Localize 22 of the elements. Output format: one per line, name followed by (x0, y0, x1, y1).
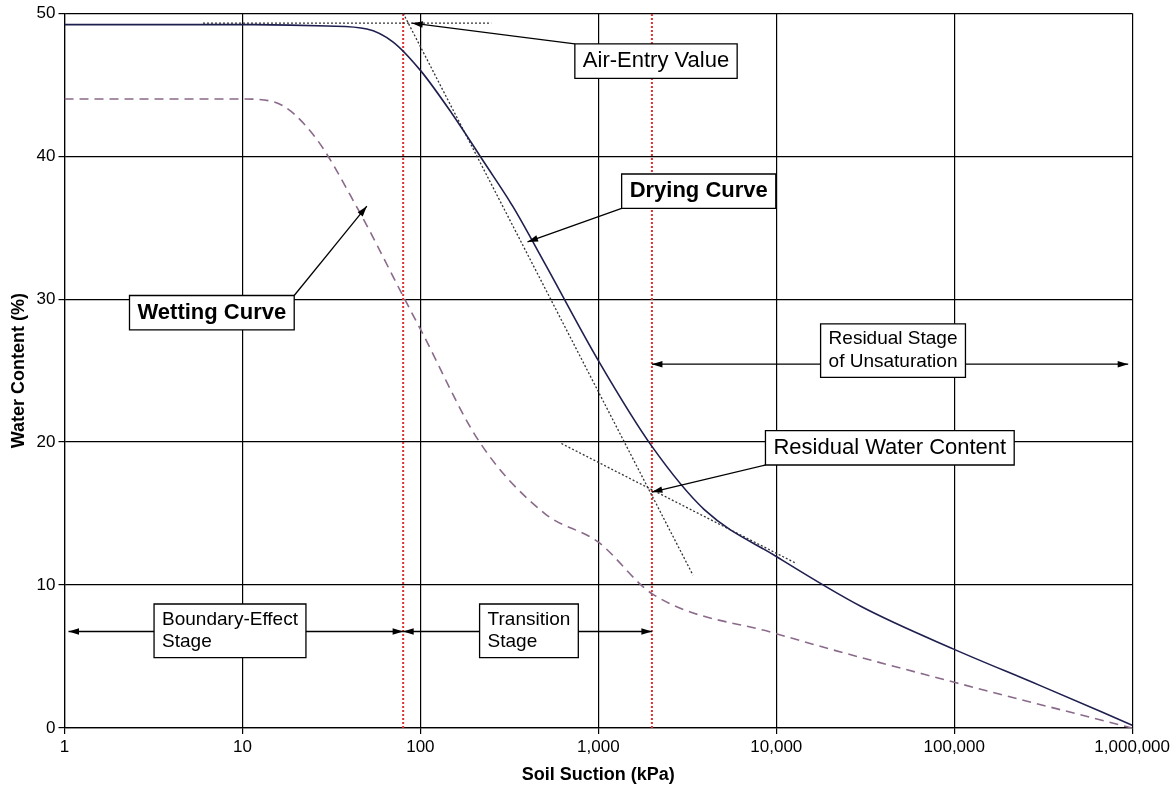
annotation: Drying Curve (629, 177, 768, 203)
x-tick-label: 1,000,000 (1094, 736, 1171, 756)
x-tick-label: 10,000 (750, 736, 803, 756)
x-tick-label: 10 (232, 736, 252, 756)
x-tick-label: 1,000 (577, 736, 620, 756)
y-tick-label: 0 (46, 717, 56, 737)
y-tick-label: 50 (36, 2, 56, 22)
annotation: Air-Entry Value (582, 47, 730, 73)
y-tick-label: 40 (36, 145, 56, 165)
y-tick-label: 30 (36, 288, 56, 308)
annotation: Residual Water Content (773, 433, 1007, 459)
y-tick-label: 20 (36, 431, 56, 451)
annotation: Residual Stage of Unsaturation (828, 327, 958, 372)
x-tick-label: 1 (59, 736, 70, 756)
x-axis-title: Soil Suction (kPa) (521, 764, 675, 785)
annotation: Wetting Curve (137, 298, 287, 324)
x-tick-label: 100 (406, 736, 435, 756)
annotation: Transition Stage (487, 607, 571, 652)
y-axis-title: Water Content (%) (7, 292, 28, 449)
y-tick-label: 10 (36, 574, 56, 594)
x-tick-label: 100,000 (923, 736, 985, 756)
annotation: Boundary-Effect Stage (162, 607, 299, 652)
